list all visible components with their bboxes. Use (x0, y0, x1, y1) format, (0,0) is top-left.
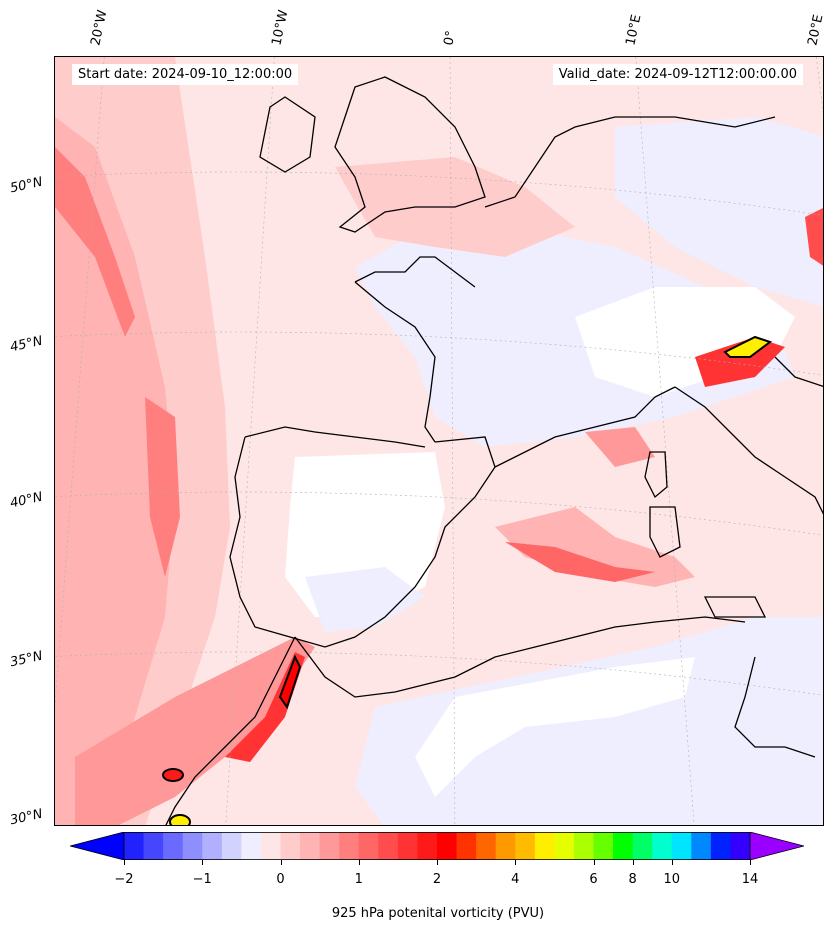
colorbar-swatch (124, 832, 145, 860)
colorbar-tick-mark (671, 860, 673, 865)
north-africa-white (415, 657, 695, 797)
colorbar-swatch (476, 832, 497, 860)
colorbar-tick-mark (358, 860, 360, 865)
colorbar-swatch (573, 832, 594, 860)
colorbar-swatch (593, 832, 614, 860)
atlantic-pv-core2 (145, 397, 180, 577)
colorbar-tick-label: 8 (628, 872, 637, 887)
colorbar-tick-mark (202, 860, 204, 865)
iberia-low-pv-blue (305, 567, 425, 632)
colorbar-swatch (339, 832, 360, 860)
mediterranean-pv-core (505, 542, 655, 582)
map-panel (54, 56, 824, 826)
lat-label-30n: 30°N (8, 806, 44, 829)
colorbar-swatch (613, 832, 634, 860)
morocco-pv-streamer (75, 637, 315, 825)
colorbar-swatch (437, 832, 458, 860)
north-africa-low-pv (355, 617, 823, 825)
colorbar-swatch (202, 832, 223, 860)
colorbar-swatch (554, 832, 575, 860)
colorbar-swatch (378, 832, 399, 860)
colorbar-swatch (280, 832, 301, 860)
colorbar-tick-label: 1 (354, 872, 363, 887)
lon-label-10e: 10°E (623, 13, 645, 48)
colorbar-tick-mark (437, 860, 438, 865)
start-date-label: Start date: 2024-09-10_12:00:00 (72, 64, 299, 85)
coastlines (165, 76, 823, 825)
colorbar-tick-label: −1 (192, 872, 212, 887)
colorbar-swatch (652, 832, 673, 860)
lon-label-10w: 10°W (269, 8, 292, 47)
gridlines (55, 57, 823, 825)
colorbar-tick-label: 2 (432, 872, 442, 887)
colorbar-tick-mark (124, 860, 125, 865)
colorbar-swatch (632, 832, 653, 860)
morocco-pv-core (225, 652, 305, 762)
morocco-pv-spot (162, 768, 184, 782)
morocco-pv-max (278, 654, 302, 710)
colorbar-swatch (495, 832, 516, 860)
colorbar-tick-label: 4 (511, 872, 520, 887)
lon-label-20w: 20°W (88, 8, 111, 47)
colorbar-swatch (417, 832, 438, 860)
lat-label-45n: 45°N (8, 333, 44, 356)
colorbar-tick-mark (632, 860, 634, 865)
pv-map (55, 57, 823, 825)
alps-low-pv (575, 287, 795, 397)
mediterranean-pv-band (495, 507, 695, 587)
atlantic-pv-band-inner (55, 117, 175, 825)
adriatic-pv-max (723, 335, 773, 358)
colorbar-swatch (221, 832, 242, 860)
colorbar-swatch (358, 832, 379, 860)
colorbar-swatch (143, 832, 164, 860)
morocco-pv-spot-yellow (169, 814, 191, 825)
lat-label-40n: 40°N (8, 489, 44, 512)
colorbar-tick-mark (280, 860, 282, 865)
ne-edge-pv (805, 208, 823, 266)
lat-label-50n: 50°N (8, 174, 44, 197)
colorbar-tick-label: 14 (741, 872, 759, 887)
colorbar-tick-label: 0 (276, 872, 285, 887)
lat-label-35n: 35°N (8, 648, 44, 671)
valid-date-label: Valid_date: 2024-09-12T12:00:00.00 (552, 64, 803, 85)
colorbar-swatch (397, 832, 418, 860)
colorbar-outline (123, 832, 751, 860)
colorbar-swatch (456, 832, 477, 860)
colorbar-tick-label: 10 (663, 872, 681, 887)
colorbar-swatch (319, 832, 340, 860)
colorbar-tick-label: 6 (589, 872, 598, 887)
colorbar-swatch (534, 832, 555, 860)
lon-label-0: 0° (441, 29, 460, 47)
colorbar-tick-mark (593, 860, 595, 865)
colorbar-tick-mark (750, 860, 751, 865)
colorbar-extend-max (749, 832, 804, 860)
france-low-pv (355, 217, 795, 447)
colorbar-swatch (300, 832, 321, 860)
colorbar (70, 832, 804, 860)
north-europe-low-pv (615, 117, 823, 307)
colorbar-swatch (241, 832, 262, 860)
colorbar-swatch (515, 832, 536, 860)
colorbar-swatch (182, 832, 203, 860)
lon-label-20e: 20°E (805, 13, 827, 48)
colorbar-swatch (260, 832, 281, 860)
adriatic-pv-core (695, 337, 785, 387)
colorbar-swatch (671, 832, 692, 860)
colorbar-label: 925 hPa potenital vorticity (PVU) (331, 906, 545, 921)
colorbar-swatch (691, 832, 712, 860)
colorbar-swatch (730, 832, 751, 860)
colorbar-tick-label: −2 (114, 872, 134, 887)
colorbar-swatch (710, 832, 731, 860)
colorbar-tick-mark (515, 860, 517, 865)
tyrrhenian-pv (585, 427, 655, 467)
colorbar-swatch (163, 832, 184, 860)
atlantic-pv-core (55, 147, 135, 337)
colorbar-extend-min (70, 832, 125, 860)
